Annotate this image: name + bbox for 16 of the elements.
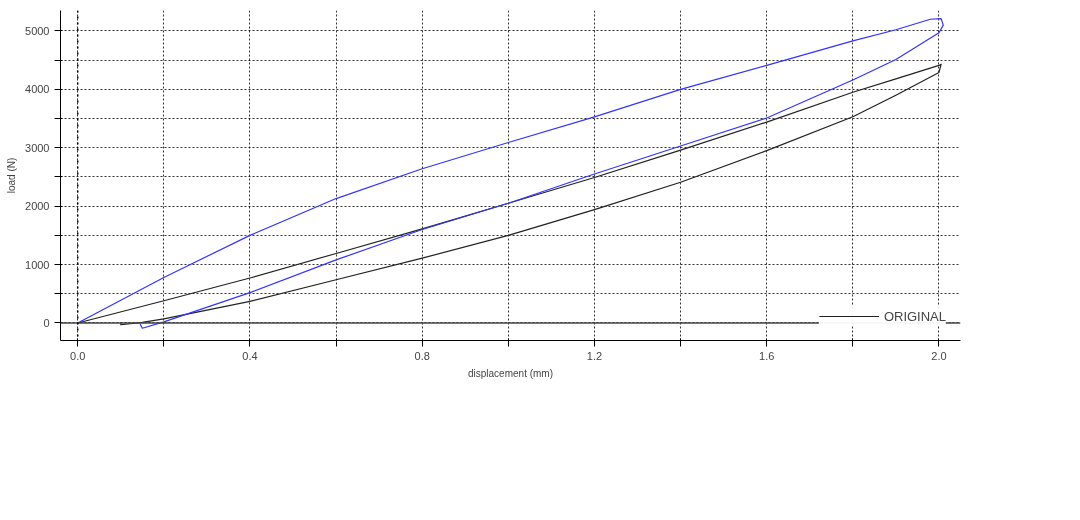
y-tick-label: 0 <box>43 316 50 329</box>
x-tick-label: 0.0 <box>70 349 86 362</box>
y-tick-label: 1000 <box>25 258 50 271</box>
line-series <box>77 18 944 329</box>
x-tick-label: 1.6 <box>759 349 775 362</box>
y-tick-label: 3000 <box>25 141 50 154</box>
y-axis-title: load (N) <box>6 157 18 194</box>
legend-label: ORIGINAL <box>883 308 946 324</box>
x-tick-label: 2.0 <box>931 349 947 362</box>
y-tick-label: 2000 <box>25 200 50 213</box>
x-tick-label: 0.8 <box>414 349 430 362</box>
y-tick-label: 5000 <box>25 24 50 37</box>
x-axis-title: displacement (mm) <box>467 367 554 379</box>
x-tick-label: 1.2 <box>586 349 603 362</box>
x-tick-label: 0.4 <box>242 349 258 362</box>
y-tick-label: 4000 <box>25 83 50 96</box>
